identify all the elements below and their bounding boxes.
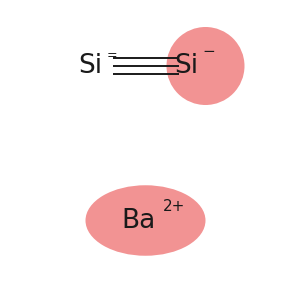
Text: Si: Si bbox=[78, 53, 102, 79]
Circle shape bbox=[167, 27, 244, 105]
Text: −: − bbox=[202, 44, 215, 59]
Text: Si: Si bbox=[174, 53, 198, 79]
Text: Ba: Ba bbox=[121, 208, 155, 233]
Text: =: = bbox=[106, 49, 117, 62]
Text: 2+: 2+ bbox=[163, 199, 185, 214]
Ellipse shape bbox=[85, 185, 206, 256]
